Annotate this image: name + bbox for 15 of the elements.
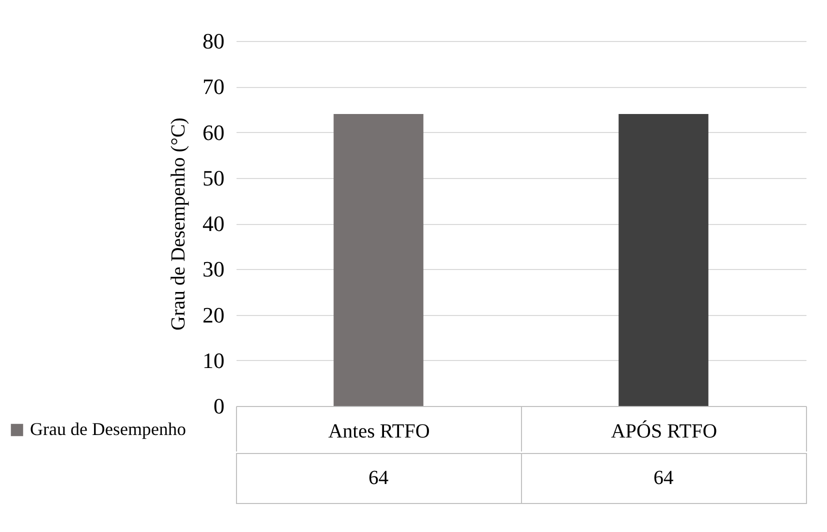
y-tick-label: 10 bbox=[202, 348, 224, 373]
y-tick-label: 0 bbox=[214, 394, 224, 418]
y-tick-label: 40 bbox=[202, 211, 224, 236]
y-tick-label: 70 bbox=[202, 74, 224, 100]
data-label: 64 bbox=[368, 467, 388, 489]
y-tick-label: 50 bbox=[202, 165, 224, 190]
y-tick-label: 80 bbox=[202, 28, 224, 54]
x-tick-label: Antes RTFO bbox=[328, 420, 430, 442]
legend-label: Grau de Desempenho bbox=[30, 419, 186, 439]
y-tick-label: 30 bbox=[202, 256, 224, 282]
data-label: 64 bbox=[654, 467, 674, 489]
y-tick-label: 60 bbox=[202, 120, 224, 145]
x-tick-label: APÓS RTFO bbox=[610, 420, 718, 442]
y-axis-title: Grau de Desempenho (°C) bbox=[168, 118, 190, 330]
y-tick-label: 20 bbox=[202, 302, 224, 328]
